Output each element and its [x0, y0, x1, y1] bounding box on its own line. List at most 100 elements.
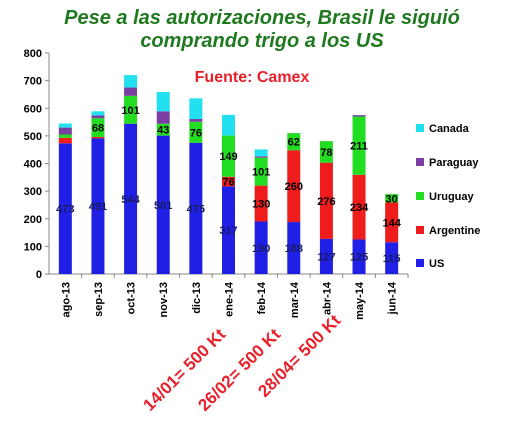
- bar-paraguay: [58, 127, 72, 135]
- legend-swatch-uruguay: [416, 192, 424, 200]
- legend-swatch-canada: [416, 124, 424, 132]
- bar-argentine: [91, 136, 105, 139]
- bar-canada: [156, 91, 170, 112]
- x-tick-label: may-14: [354, 281, 366, 320]
- data-label: 62: [288, 137, 300, 149]
- bar-argentine: [319, 162, 333, 239]
- x-tick-label: oct-13: [126, 282, 138, 314]
- bar-us: [222, 186, 235, 274]
- bar-uruguay: [91, 118, 105, 137]
- legend: Canada Paraguay Uruguay Argentine US: [416, 123, 480, 270]
- data-label: 115: [383, 253, 401, 265]
- legend-swatch-us: [416, 259, 424, 267]
- bar-paraguay: [189, 119, 203, 122]
- y-tick-label: 300: [24, 186, 42, 198]
- data-label: 76: [190, 127, 202, 139]
- data-label: 127: [317, 251, 335, 263]
- y-tick-label: 400: [24, 159, 42, 171]
- data-label: 260: [285, 181, 303, 193]
- bar-uruguay: [189, 121, 203, 143]
- data-label: 188: [285, 243, 303, 255]
- data-label: 317: [219, 225, 237, 237]
- y-tick-label: 800: [24, 48, 42, 60]
- x-tick-label: ago-13: [60, 282, 72, 317]
- data-label: 76: [222, 177, 234, 189]
- bar-uruguay: [156, 123, 170, 136]
- legend-label-uruguay: Uruguay: [429, 191, 475, 203]
- bar-us: [352, 239, 366, 274]
- data-label: 130: [252, 199, 270, 211]
- bar-uruguay: [58, 134, 72, 138]
- bar-us: [254, 221, 268, 274]
- bar-paraguay: [352, 115, 366, 117]
- bar-uruguay: [124, 95, 138, 124]
- bar-canada: [124, 75, 138, 88]
- data-labels: 473 491 68 544 101 501 43 475 76 317 76 149 190 130 10…: [56, 105, 402, 265]
- data-label: 544: [121, 194, 140, 206]
- x-tick-label: nov-13: [158, 282, 170, 317]
- x-tick-label: feb-14: [256, 281, 268, 314]
- bar-canada: [58, 123, 72, 128]
- data-label: 144: [383, 217, 402, 229]
- bars: [58, 75, 399, 274]
- y-tick-label: 500: [24, 131, 42, 143]
- y-tick-label: 600: [24, 103, 42, 115]
- bar-us: [58, 143, 72, 274]
- data-label: 78: [320, 147, 332, 159]
- x-tick-label: mar-14: [289, 281, 301, 318]
- data-label: 491: [89, 201, 107, 213]
- legend-label-argentine: Argentine: [429, 225, 480, 237]
- data-label: 30: [386, 193, 398, 205]
- data-label: 101: [252, 167, 270, 179]
- data-label: 234: [350, 202, 369, 214]
- y-tick-label: 0: [36, 269, 42, 281]
- bar-paraguay: [254, 156, 268, 158]
- x-tick-label: dic-13: [191, 282, 203, 314]
- bar-us: [287, 222, 301, 274]
- data-label: 101: [121, 105, 139, 117]
- bar-canada: [222, 114, 235, 136]
- chart-title-line-1: Pese a las autorizaciones, Brasil le sig…: [64, 7, 460, 29]
- data-label: 473: [56, 204, 74, 216]
- bar-paraguay: [124, 87, 138, 96]
- bar-canada: [189, 98, 203, 120]
- y-tick-label: 700: [24, 76, 42, 88]
- data-label: 475: [187, 203, 205, 215]
- bar-us: [189, 142, 203, 274]
- bar-argentine: [385, 202, 399, 243]
- bar-uruguay: [254, 157, 268, 186]
- bar-argentine: [254, 185, 268, 222]
- data-label: 211: [350, 141, 368, 153]
- bar-argentine: [222, 176, 235, 187]
- bar-paraguay: [156, 111, 170, 124]
- data-label: 125: [350, 252, 368, 264]
- chart-title-line-2: comprando trigo a los US: [140, 30, 384, 52]
- data-label: 501: [154, 200, 172, 212]
- bar-argentine: [287, 150, 301, 223]
- source-label: Fuente: Camex: [195, 69, 310, 86]
- x-tick-label: jun-14: [387, 281, 399, 315]
- bar-us: [385, 242, 399, 274]
- data-label: 276: [317, 196, 335, 208]
- data-label: 149: [219, 151, 237, 163]
- data-label: 43: [157, 125, 169, 137]
- legend-label-us: US: [429, 258, 444, 270]
- axes: 0 100 200 300 400 500 600 700 800 ago-13 sep-13 oct…: [24, 48, 409, 320]
- bar-canada: [91, 111, 105, 116]
- bar-us: [156, 135, 170, 274]
- x-tick-label: abr-14: [321, 281, 333, 315]
- bar-uruguay: [319, 141, 333, 163]
- y-tick-label: 100: [24, 241, 42, 253]
- bar-uruguay: [352, 116, 366, 175]
- bar-canada: [254, 149, 268, 157]
- data-label: 68: [92, 123, 104, 135]
- data-label: 190: [252, 243, 270, 255]
- bar-us: [124, 123, 138, 274]
- bar-uruguay: [222, 135, 235, 177]
- x-tick-label: ene-14: [224, 281, 236, 317]
- bar-us: [319, 238, 333, 274]
- legend-label-canada: Canada: [429, 123, 470, 135]
